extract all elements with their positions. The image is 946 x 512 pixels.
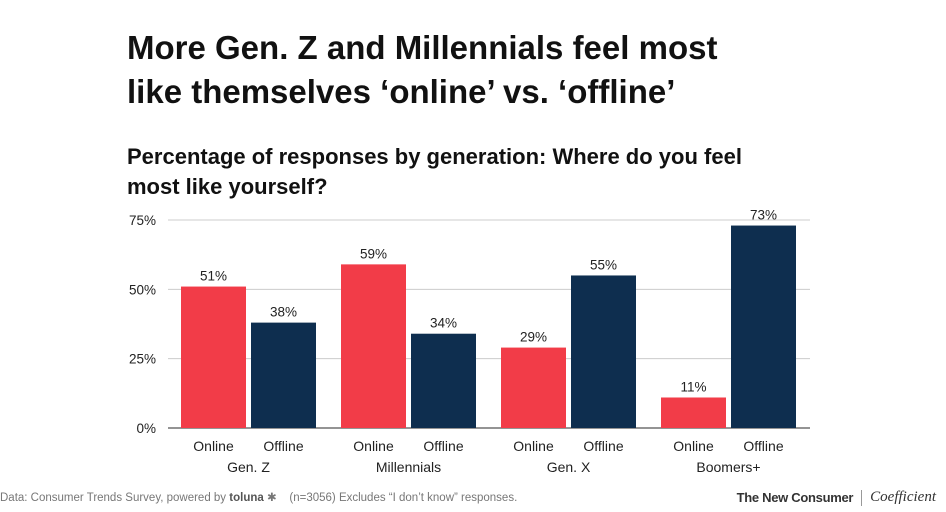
bar [661, 397, 726, 428]
chart-subtitle-line-2: most like yourself? [127, 174, 328, 199]
the-new-consumer-logo: The New Consumer [736, 490, 854, 505]
bar [571, 275, 636, 428]
x-series-label: Offline [423, 438, 463, 454]
chart-subtitle-line-1: Percentage of responses by generation: W… [127, 144, 742, 169]
source-prefix: Data: Consumer Trends Survey, powered by [0, 492, 227, 504]
x-series-label: Online [513, 438, 554, 454]
x-group-label: Millennials [376, 459, 441, 475]
bar-value-label: 51% [200, 269, 227, 284]
brand-divider [861, 489, 863, 506]
source-footnote: Data: Consumer Trends Survey, powered by… [0, 490, 517, 504]
toluna-logo: toluna [229, 492, 264, 504]
coefficient-logo: Coefficient [870, 489, 936, 505]
bar-value-label: 73% [750, 208, 777, 223]
x-series-label: Online [353, 438, 394, 454]
y-tick-label: 50% [129, 282, 156, 297]
x-series-label: Offline [583, 438, 623, 454]
y-tick-label: 0% [136, 421, 156, 436]
x-series-label: Online [673, 438, 714, 454]
chart-title-line-1: More Gen. Z and Millennials feel most [127, 29, 718, 66]
x-group-label: Gen. Z [227, 459, 270, 475]
y-tick-label: 25% [129, 352, 156, 367]
x-series-label: Offline [263, 438, 303, 454]
x-series-label: Online [193, 438, 234, 454]
bar [411, 333, 476, 428]
chart-title: More Gen. Z and Millennials feel most li… [127, 26, 927, 114]
chart-subtitle: Percentage of responses by generation: W… [127, 142, 887, 202]
bar [251, 322, 316, 428]
bar-value-label: 55% [590, 257, 617, 272]
bar [181, 286, 246, 428]
brand-logos: The New Consumer Coefficient [737, 489, 936, 506]
x-group-label: Boomers+ [696, 459, 760, 475]
bar-value-label: 34% [430, 316, 457, 331]
toluna-asterisk-icon: ✱ [266, 492, 277, 504]
bar [501, 347, 566, 428]
y-tick-label: 75% [129, 213, 156, 228]
bar-value-label: 59% [360, 246, 387, 261]
bar-chart: 0% 25% 50% 75% 51% Online 38% Offline Gen. Z 59% O… [129, 208, 810, 475]
bar-value-label: 29% [520, 330, 547, 345]
source-note: (n=3056) Excludes “I don’t know” respons… [289, 492, 518, 504]
chart-title-line-2: like themselves ‘online’ vs. ‘offline’ [127, 73, 676, 110]
bar [731, 225, 796, 428]
bar [341, 264, 406, 428]
bar-value-label: 11% [680, 379, 706, 394]
bar-value-label: 38% [270, 305, 297, 320]
x-series-label: Offline [743, 438, 783, 454]
x-group-label: Gen. X [547, 459, 591, 475]
